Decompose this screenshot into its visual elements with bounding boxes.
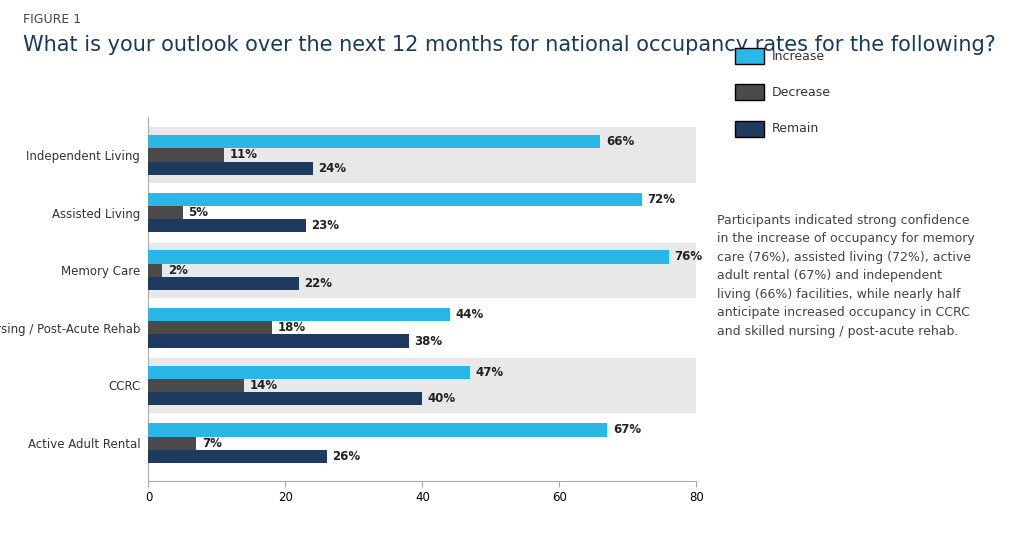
Bar: [148, 321, 271, 334]
Bar: [148, 162, 313, 175]
Bar: [148, 308, 450, 321]
Text: 5%: 5%: [188, 206, 208, 219]
Bar: [148, 250, 669, 264]
Bar: [148, 264, 162, 277]
Text: 18%: 18%: [278, 321, 305, 334]
Text: 14%: 14%: [250, 379, 278, 392]
Text: 23%: 23%: [311, 219, 340, 232]
Text: 2%: 2%: [168, 264, 187, 277]
Bar: [148, 436, 197, 450]
Text: 67%: 67%: [612, 423, 641, 436]
Text: Participants indicated strong confidence
in the increase of occupancy for memory: Participants indicated strong confidence…: [717, 214, 975, 337]
Bar: [148, 127, 696, 183]
Bar: [148, 366, 470, 379]
Text: Increase: Increase: [772, 50, 825, 62]
Text: 38%: 38%: [414, 335, 442, 348]
Text: 11%: 11%: [229, 148, 257, 161]
Text: 76%: 76%: [675, 250, 702, 263]
Text: Decrease: Decrease: [772, 86, 831, 99]
Bar: [148, 423, 607, 436]
Text: 44%: 44%: [456, 308, 483, 321]
Text: 24%: 24%: [318, 162, 346, 175]
Text: Remain: Remain: [772, 122, 819, 135]
Text: 22%: 22%: [304, 277, 333, 290]
Bar: [148, 135, 600, 148]
Bar: [148, 242, 696, 298]
Text: What is your outlook over the next 12 months for national occupancy rates for th: What is your outlook over the next 12 mo…: [23, 35, 995, 54]
Bar: [148, 358, 696, 413]
Bar: [148, 193, 641, 206]
Text: 40%: 40%: [428, 392, 456, 405]
Bar: [148, 219, 306, 232]
Bar: [148, 206, 182, 219]
Bar: [148, 379, 245, 392]
Bar: [148, 334, 409, 348]
Bar: [148, 148, 224, 162]
Text: 72%: 72%: [647, 193, 675, 206]
Text: FIGURE 1: FIGURE 1: [23, 13, 81, 26]
Bar: [148, 277, 299, 290]
Text: 7%: 7%: [202, 437, 222, 450]
Text: 47%: 47%: [476, 366, 504, 379]
Bar: [148, 392, 422, 405]
Text: 26%: 26%: [332, 450, 360, 463]
Bar: [148, 450, 327, 463]
Text: 66%: 66%: [606, 135, 634, 148]
